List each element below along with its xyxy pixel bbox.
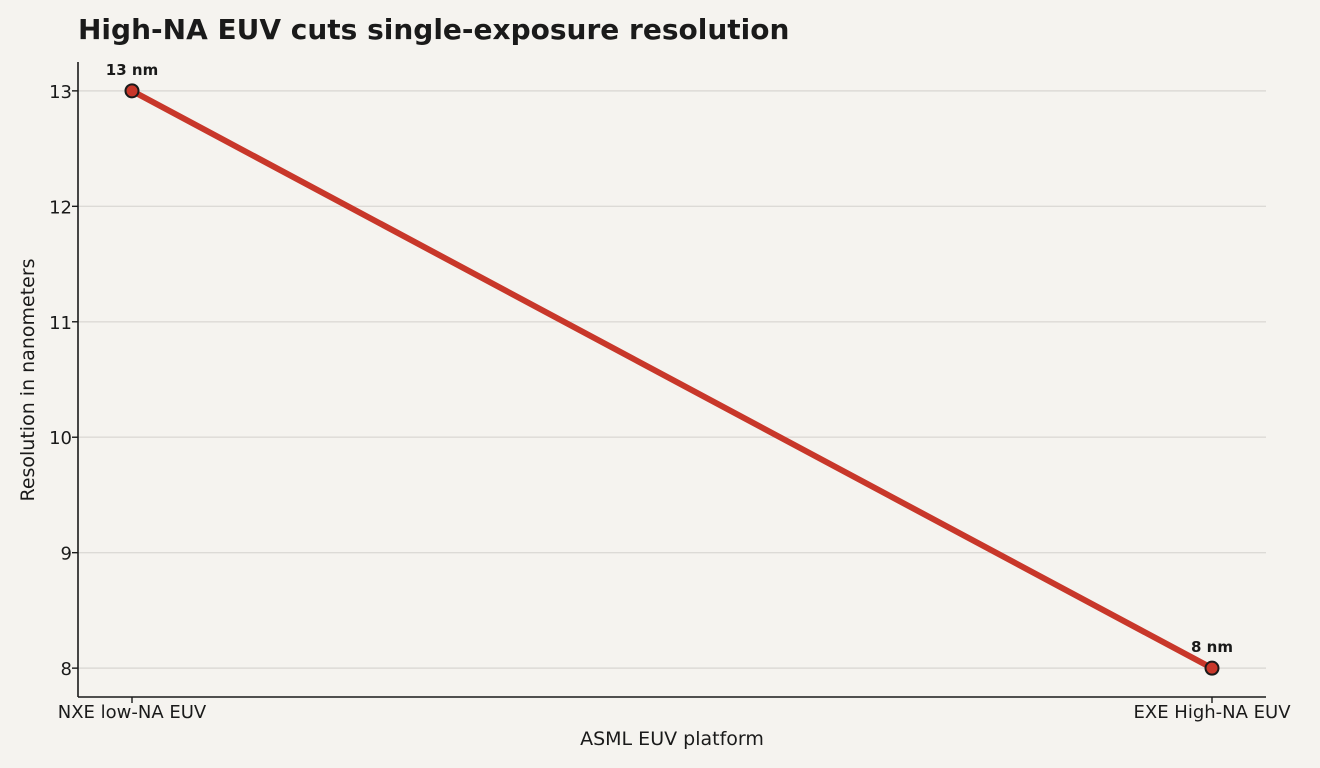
x-tick-labels: NXE low-NA EUV EXE High-NA EUV (58, 697, 1291, 723)
series-resolution: 13 nm 8 nm (106, 61, 1233, 676)
data-label: 8 nm (1191, 638, 1233, 656)
x-axis-label: ASML EUV platform (580, 728, 764, 750)
data-point (1204, 660, 1220, 676)
y-tick-label: 13 (49, 82, 72, 103)
chart-title: High-NA EUV cuts single-exposure resolut… (78, 13, 789, 46)
data-point (124, 83, 140, 99)
x-tick-label: EXE High-NA EUV (1133, 702, 1291, 723)
y-tick-label: 9 (61, 544, 72, 565)
y-tick-label: 11 (49, 313, 72, 334)
y-tick-labels: 8 9 10 11 12 13 (49, 82, 78, 680)
x-tick-label: NXE low-NA EUV (58, 702, 207, 723)
series-line (129, 87, 1215, 672)
grid-lines (78, 90, 1266, 669)
y-tick-label: 12 (49, 197, 72, 218)
y-tick-label: 10 (49, 428, 72, 449)
y-tick-label: 8 (61, 659, 72, 680)
data-label: 13 nm (106, 61, 158, 79)
y-axis-label: Resolution in nanometers (17, 258, 39, 501)
